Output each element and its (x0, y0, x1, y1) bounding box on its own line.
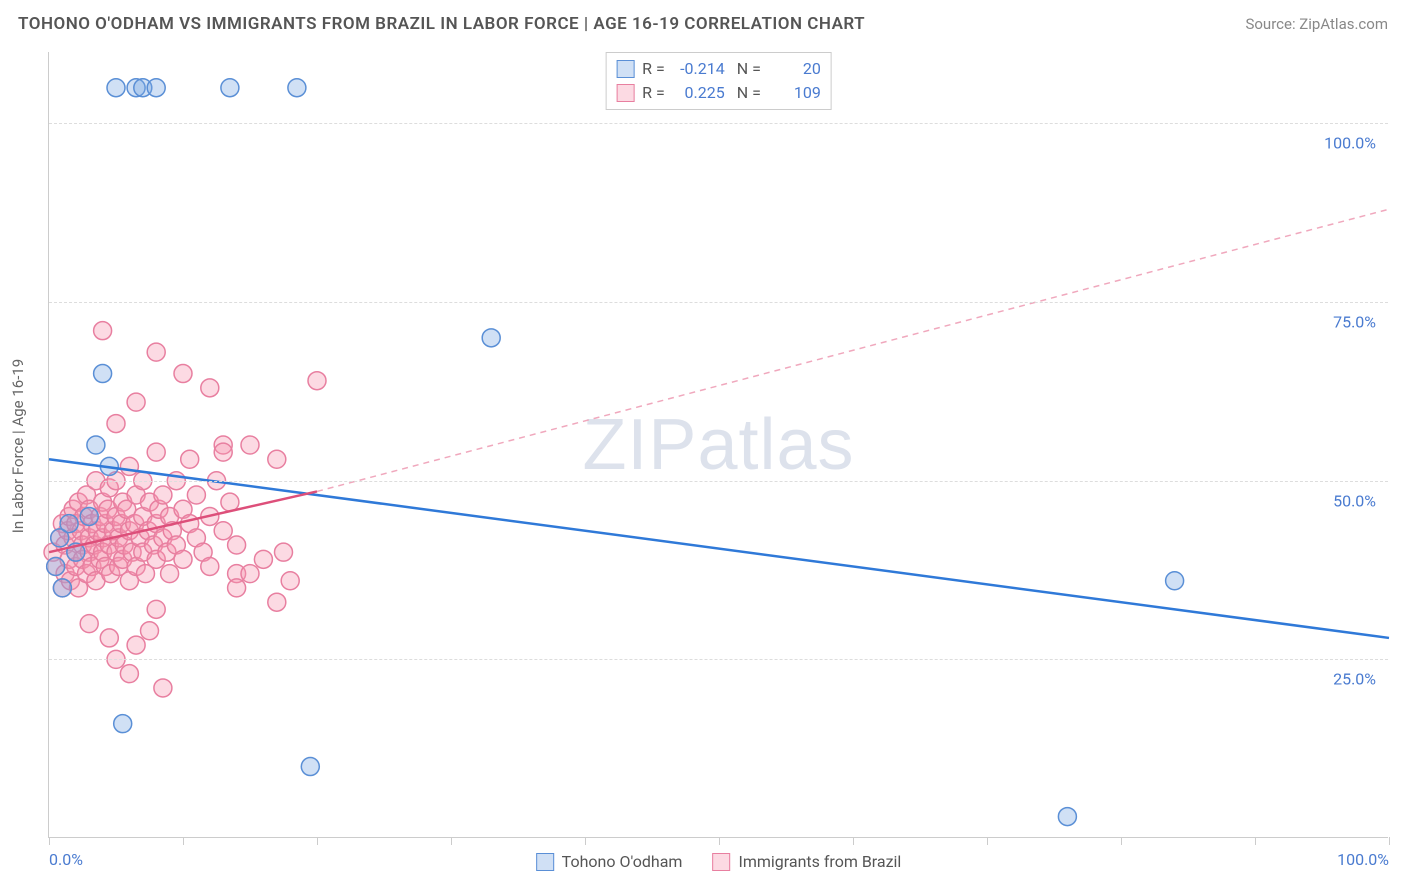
data-point (281, 572, 299, 590)
data-point (275, 543, 293, 561)
data-point (174, 365, 192, 383)
data-point (147, 343, 165, 361)
swatch-tohono (616, 60, 634, 78)
data-point (228, 536, 246, 554)
data-point (127, 636, 145, 654)
data-point (53, 579, 71, 597)
data-point (254, 550, 272, 568)
ytick-label: 25.0% (1333, 670, 1376, 689)
n-label: N = (733, 81, 761, 105)
data-point (301, 758, 319, 776)
legend-row: R = 0.225 N = 109 (616, 81, 821, 105)
gridline (49, 481, 1388, 482)
data-point (201, 557, 219, 575)
xtick-label: 0.0% (49, 850, 83, 869)
r-label: R = (642, 81, 665, 105)
data-point (221, 493, 239, 511)
data-point (214, 522, 232, 540)
scatter-plot (49, 52, 1388, 837)
n-value-tohono: 20 (769, 57, 821, 81)
data-point (187, 486, 205, 504)
data-point (87, 436, 105, 454)
data-point (80, 507, 98, 525)
xtick (585, 837, 586, 845)
correlation-legend: R = -0.214 N = 20 R = 0.225 N = 109 (605, 52, 832, 110)
data-point (1166, 572, 1184, 590)
data-point (268, 593, 286, 611)
trendline-tohono (49, 459, 1389, 638)
data-point (147, 443, 165, 461)
xtick (451, 837, 452, 845)
data-point (174, 550, 192, 568)
data-point (1058, 808, 1076, 826)
data-point (147, 600, 165, 618)
data-point (107, 79, 125, 97)
n-value-brazil: 109 (769, 81, 821, 105)
r-value-tohono: -0.214 (673, 57, 725, 81)
legend-item-brazil: Immigrants from Brazil (712, 852, 901, 871)
gridline (49, 659, 1388, 660)
swatch-tohono (536, 853, 554, 871)
trendline-brazil-dashed (317, 209, 1389, 491)
data-point (241, 565, 259, 583)
data-point (154, 679, 172, 697)
data-point (288, 79, 306, 97)
data-point (127, 393, 145, 411)
chart-header: TOHONO O'ODHAM VS IMMIGRANTS FROM BRAZIL… (0, 0, 1406, 48)
data-point (161, 565, 179, 583)
xtick (1389, 837, 1390, 845)
ytick-label: 75.0% (1333, 313, 1376, 332)
xtick (1121, 837, 1122, 845)
data-point (228, 579, 246, 597)
data-point (268, 450, 286, 468)
data-point (241, 436, 259, 454)
series-legend: Tohono O'odham Immigrants from Brazil (536, 852, 902, 871)
data-point (120, 665, 138, 683)
legend-label: Immigrants from Brazil (738, 852, 901, 871)
data-point (100, 629, 118, 647)
data-point (94, 365, 112, 383)
xtick (1255, 837, 1256, 845)
data-point (60, 515, 78, 533)
data-point (94, 322, 112, 340)
legend-label: Tohono O'odham (562, 852, 683, 871)
legend-row: R = -0.214 N = 20 (616, 57, 821, 81)
data-point (114, 715, 132, 733)
r-value-brazil: 0.225 (673, 81, 725, 105)
data-point (47, 557, 65, 575)
data-point (181, 450, 199, 468)
xtick (987, 837, 988, 845)
xtick (317, 837, 318, 845)
legend-item-tohono: Tohono O'odham (536, 852, 683, 871)
source-label: Source: ZipAtlas.com (1245, 15, 1388, 33)
data-point (120, 457, 138, 475)
swatch-brazil (616, 84, 634, 102)
xtick (49, 837, 50, 845)
chart-title: TOHONO O'ODHAM VS IMMIGRANTS FROM BRAZIL… (18, 14, 865, 34)
ytick-label: 100.0% (1324, 134, 1376, 153)
gridline (49, 123, 1388, 124)
data-point (147, 79, 165, 97)
data-point (154, 486, 172, 504)
xtick (719, 837, 720, 845)
data-point (107, 415, 125, 433)
data-point (214, 443, 232, 461)
xtick-label: 100.0% (1337, 850, 1389, 869)
data-point (201, 379, 219, 397)
xtick (183, 837, 184, 845)
data-point (308, 372, 326, 390)
gridline (49, 302, 1388, 303)
ytick-label: 50.0% (1333, 491, 1376, 510)
swatch-brazil (712, 853, 730, 871)
data-point (221, 79, 239, 97)
data-point (141, 622, 159, 640)
chart-area: ZIPatlas R = -0.214 N = 20 R = 0.225 N =… (48, 52, 1388, 838)
r-label: R = (642, 57, 665, 81)
xtick (853, 837, 854, 845)
data-point (80, 615, 98, 633)
n-label: N = (733, 57, 761, 81)
data-point (482, 329, 500, 347)
y-axis-label: In Labor Force | Age 16-19 (9, 359, 27, 533)
